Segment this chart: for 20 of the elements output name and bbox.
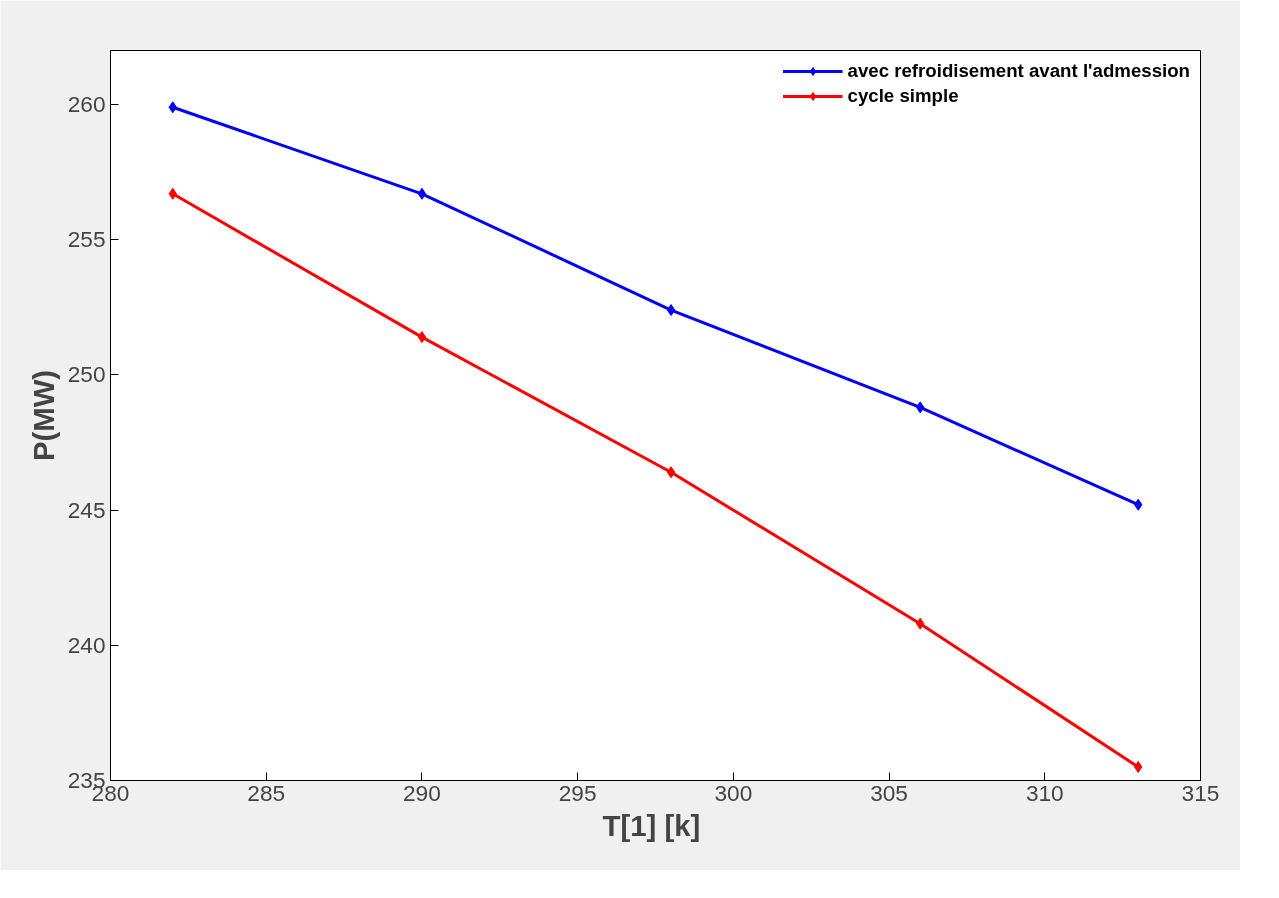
y-tick-label: 260 [67, 91, 106, 118]
x-tick-label: 290 [403, 779, 441, 806]
x-tick-label: 315 [1181, 779, 1220, 806]
point [666, 466, 676, 479]
y-tick-label: 240 [67, 631, 106, 658]
x-axis-title: T[1] [k] [602, 808, 701, 842]
point [666, 304, 676, 317]
x-tick-label: 285 [247, 779, 286, 806]
x-tick-label: 295 [558, 779, 597, 806]
y-tick-label: 245 [67, 496, 106, 523]
legend-label: avec refroidisement avant l'admession [847, 60, 1190, 82]
legend-label: cycle simple [847, 85, 959, 107]
x-tick-label: 300 [714, 779, 753, 806]
y-tick-label: 255 [67, 226, 106, 253]
x-tick-label: 305 [870, 779, 908, 806]
y-axis-title: P(MW) [26, 369, 60, 462]
point [417, 331, 427, 344]
point [417, 187, 427, 200]
y-tick-label: 250 [67, 361, 106, 388]
x-tick-label: 310 [1025, 779, 1064, 806]
